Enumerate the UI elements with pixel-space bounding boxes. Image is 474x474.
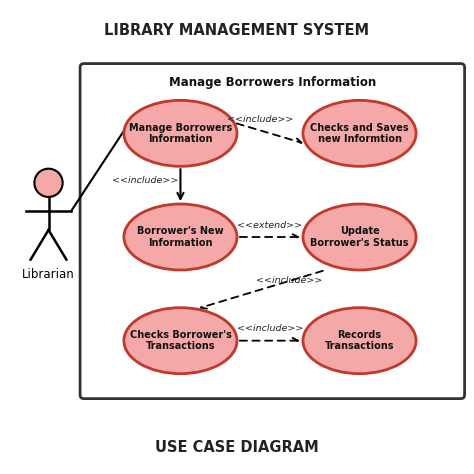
Circle shape [35, 169, 63, 197]
Text: Checks Borrower's
Transactions: Checks Borrower's Transactions [129, 330, 231, 351]
Text: LIBRARY MANAGEMENT SYSTEM: LIBRARY MANAGEMENT SYSTEM [104, 23, 370, 37]
Text: <<include>>: <<include>> [237, 324, 303, 333]
Ellipse shape [303, 100, 416, 166]
Text: <<include>>: <<include>> [112, 176, 178, 185]
Text: Checks and Saves
new Informtion: Checks and Saves new Informtion [310, 123, 409, 144]
Text: <<extend>>: <<extend>> [237, 221, 302, 230]
Text: USE CASE DIAGRAM: USE CASE DIAGRAM [155, 440, 319, 455]
Text: Librarian: Librarian [22, 268, 75, 281]
Text: Update
Borrower's Status: Update Borrower's Status [310, 226, 409, 248]
Ellipse shape [303, 308, 416, 374]
Text: Borrower's New
Information: Borrower's New Information [137, 226, 224, 248]
Text: <<include>>: <<include>> [228, 115, 294, 124]
Text: Manage Borrowers
Information: Manage Borrowers Information [129, 123, 232, 144]
Ellipse shape [124, 100, 237, 166]
Ellipse shape [303, 204, 416, 270]
Text: Manage Borrowers Information: Manage Borrowers Information [169, 76, 376, 89]
Text: <<include>>: <<include>> [256, 275, 322, 284]
FancyBboxPatch shape [80, 64, 465, 399]
Ellipse shape [124, 204, 237, 270]
Ellipse shape [124, 308, 237, 374]
Text: Records
Transactions: Records Transactions [325, 330, 394, 351]
